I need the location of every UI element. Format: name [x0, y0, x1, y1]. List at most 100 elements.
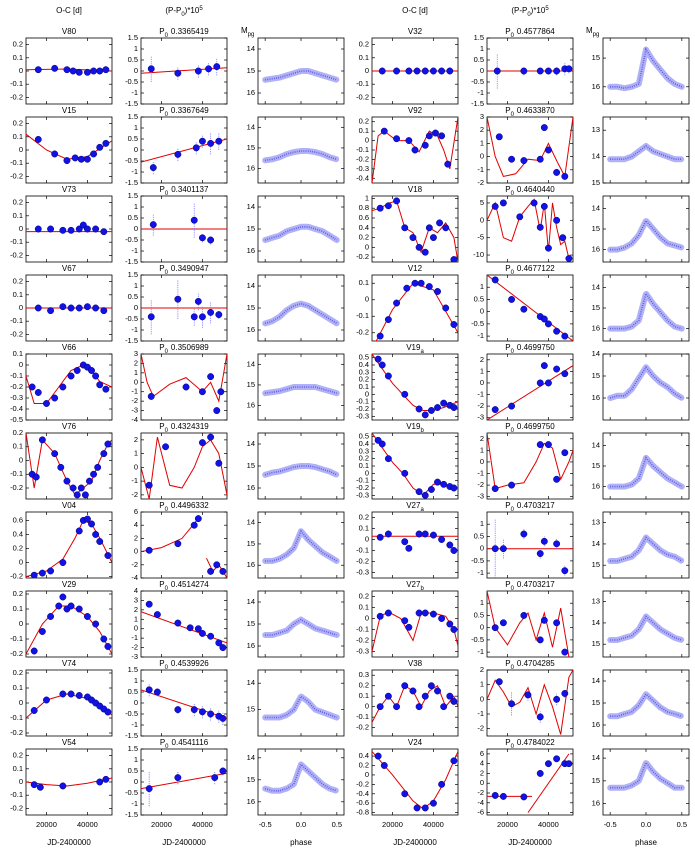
data-point — [69, 484, 77, 492]
x-axis-title: JD-2400000 — [393, 838, 437, 847]
data-point — [393, 299, 401, 307]
data-point — [544, 244, 552, 252]
y-tick-label: 0.4 — [359, 439, 369, 448]
data-point — [153, 688, 161, 696]
panel: 14 15 16 — [247, 353, 345, 421]
y-tick-label: -10 — [473, 250, 484, 259]
light-curve-core — [265, 70, 338, 81]
plot-area — [372, 433, 458, 499]
y-tick-label: 0.1 — [359, 461, 369, 470]
data-point — [401, 538, 409, 546]
data-point — [415, 243, 423, 251]
y-tick-label: 15 — [247, 380, 255, 389]
y-tick-label: 0.4 — [359, 360, 369, 369]
y-tick-label: -0.3 — [356, 646, 369, 655]
data-point — [207, 373, 215, 381]
title-sub: 0 — [165, 349, 169, 355]
data-point — [38, 569, 46, 577]
data-point — [207, 236, 215, 244]
light-curve — [262, 68, 340, 83]
y-tick-label: 14 — [592, 539, 600, 548]
data-point — [34, 304, 42, 312]
data-point — [495, 133, 503, 141]
y-tick-label: -0.5 — [125, 788, 138, 797]
y-tick-label: 0 — [19, 303, 23, 312]
data-point — [540, 616, 548, 624]
y-tick-label: 1 — [480, 519, 484, 528]
data-point — [30, 707, 38, 714]
data-point — [508, 155, 516, 163]
data-point — [59, 559, 67, 567]
y-tick-label: -1 — [477, 88, 484, 97]
y-tick-label: -0.2 — [356, 723, 369, 732]
panel: 14 15 16 — [247, 195, 345, 263]
y-tick-label: 0.2 — [13, 751, 23, 760]
y-tick-label: 1 — [480, 138, 484, 147]
data-point — [380, 762, 388, 769]
data-point — [71, 154, 79, 162]
data-point — [376, 703, 384, 711]
data-point — [145, 686, 153, 694]
data-point — [96, 67, 104, 75]
data-point — [450, 547, 458, 554]
plot-area — [487, 198, 573, 262]
y-tick-label: -1 — [131, 88, 138, 97]
y-tick-label: 14 — [247, 439, 255, 448]
panel: -1.5-1-0.500.511.5P0 0.4577864 — [471, 27, 574, 108]
data-point — [440, 399, 448, 407]
data-point — [434, 478, 441, 486]
data-point — [73, 367, 81, 374]
y-tick-label: 1.5 — [128, 33, 138, 42]
data-point — [59, 782, 67, 790]
plot-area — [372, 751, 458, 812]
period: 0.4324319 — [171, 422, 209, 431]
data-point — [219, 644, 227, 652]
data-point — [530, 199, 538, 207]
y-tick-label: 16 — [592, 799, 600, 808]
data-point — [145, 546, 153, 554]
y-tick-label: 0.2 — [13, 277, 23, 286]
plot-area — [26, 775, 112, 791]
data-point — [67, 602, 75, 610]
data-point — [446, 67, 454, 75]
y-tick-label: 14 — [592, 349, 600, 358]
y-tick-label: 0 — [134, 698, 138, 707]
data-point — [421, 804, 429, 812]
y-tick-label: -0.2 — [10, 483, 23, 492]
period: 0.4703217 — [517, 580, 555, 589]
data-point — [553, 168, 561, 176]
period: 0.4699750 — [517, 343, 555, 352]
data-point — [162, 443, 170, 451]
plot-area — [141, 433, 227, 499]
y-tick-label: 16 — [592, 720, 600, 729]
plot-area — [607, 46, 685, 92]
y-tick-label: 15 — [592, 698, 600, 707]
y-tick-label: 0.2 — [13, 428, 23, 437]
y-tick-label: -0.2 — [356, 92, 369, 101]
x-tick-label: -0.5 — [259, 820, 272, 829]
data-point — [34, 389, 42, 396]
data-point — [67, 690, 75, 698]
y-tick-label: -1 — [477, 390, 484, 399]
y-tick-label: 0 — [19, 455, 23, 464]
data-point — [92, 304, 100, 312]
x-axis-title: phase — [290, 838, 312, 847]
data-point — [47, 225, 55, 233]
data-point — [432, 129, 439, 137]
y-tick-label: -3 — [477, 413, 484, 422]
panel: -0.2 -0.1 0 0.1 0.2 V76 — [10, 422, 113, 500]
y-tick-label: -0.1 — [10, 237, 23, 246]
data-point — [207, 632, 215, 640]
y-tick-label: 16 — [247, 164, 255, 173]
y-tick-label: -1 — [131, 246, 138, 255]
plot-frame — [140, 511, 228, 579]
y-tick-label: -4 — [131, 573, 138, 582]
y-tick-label: 0 — [19, 145, 23, 154]
y-tick-label: -0.1 — [356, 79, 369, 88]
data-point — [450, 626, 458, 633]
title-sub: 0 — [511, 349, 515, 355]
data-point — [450, 697, 458, 705]
plot-area — [487, 753, 573, 813]
y-tick-label: 0 — [365, 389, 369, 398]
